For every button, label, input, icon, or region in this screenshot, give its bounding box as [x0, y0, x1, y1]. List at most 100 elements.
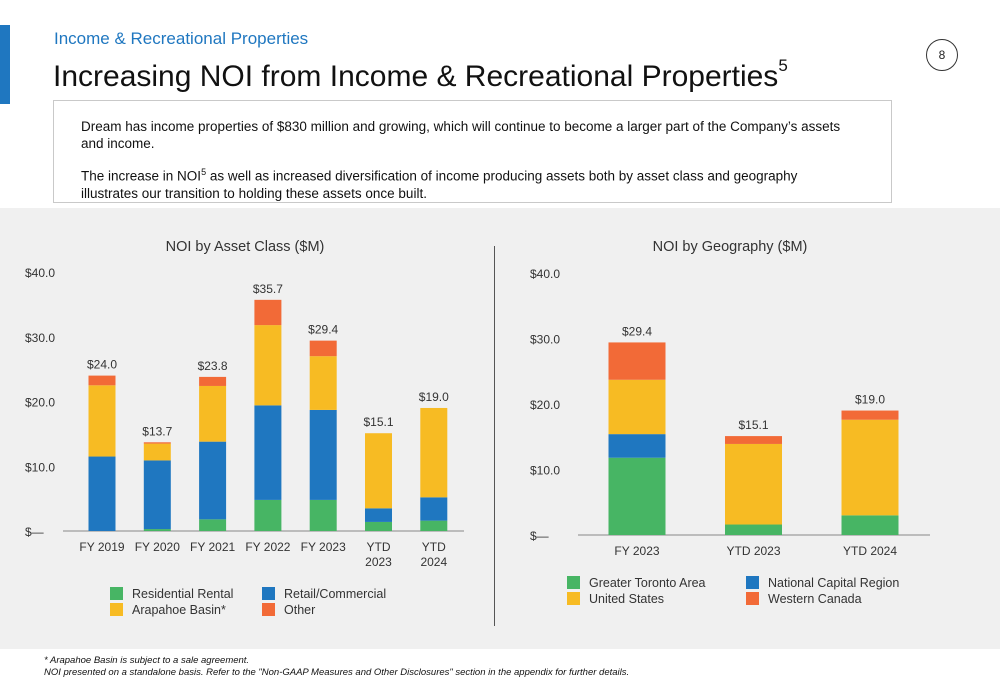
page-title: Increasing NOI from Income & Recreationa… — [53, 56, 788, 94]
asset-class-ytick-label: $40.0 — [25, 266, 55, 280]
asset-class-bar-segment — [199, 519, 227, 531]
asset-class-bar-segment — [88, 375, 116, 386]
asset-class-bar-segment — [199, 385, 227, 442]
asset-class-bar-segment — [309, 340, 337, 357]
asset-class-total-label: $15.1 — [363, 415, 393, 429]
geography-category-label: YTD 2024 — [843, 544, 897, 558]
geography-total-label: $29.4 — [622, 324, 652, 338]
asset-class-bar-segment — [420, 497, 448, 521]
asset-class-category-label: FY 2023 — [301, 540, 346, 554]
noi-by-geography-chart: NOI by Geography ($M) $— $10.0 $20.0 $30.0 $4… — [530, 239, 930, 606]
asset-class-category-label: 2023 — [365, 555, 392, 569]
asset-class-bar-segment — [143, 443, 171, 461]
geography-ytick-label: $10.0 — [530, 464, 560, 478]
summary-paragraph-2: The increase in NOI5 as well as increase… — [81, 164, 851, 202]
geography-ytick-label: $20.0 — [530, 398, 560, 412]
asset-class-category-label: FY 2022 — [245, 540, 290, 554]
chart-divider — [494, 246, 495, 626]
footnote-arapahoe: * Arapahoe Basin is subject to a sale ag… — [44, 655, 250, 666]
asset-class-title: NOI by Asset Class ($M) — [166, 239, 325, 255]
asset-class-bar-segment — [365, 433, 392, 509]
asset-class-legend-label: Residential Rental — [132, 587, 233, 601]
asset-class-bar-segment — [254, 499, 282, 531]
summary-paragraph-2-start: The increase in NOI — [81, 168, 202, 184]
asset-class-bar-segment — [309, 499, 337, 531]
geography-legend-swatch — [567, 592, 580, 605]
summary-box: Dream has income properties of $830 mill… — [53, 100, 892, 203]
asset-class-total-label: $13.7 — [142, 424, 172, 438]
geography-bar-segment — [725, 524, 782, 535]
geography-ytick-label: $— — [530, 529, 549, 543]
asset-class-total-label: $24.0 — [87, 358, 117, 372]
asset-class-bar-segment — [143, 442, 171, 444]
asset-class-total-label: $35.7 — [253, 282, 283, 296]
geography-bar-segment — [608, 379, 666, 435]
asset-class-legend-label: Retail/Commercial — [284, 587, 386, 601]
asset-class-bar-segment — [254, 325, 282, 406]
title-superscript: 5 — [778, 56, 788, 75]
asset-class-bar-segment — [88, 456, 116, 531]
asset-class-category-label: YTD — [422, 540, 446, 554]
asset-class-legend-swatch — [262, 587, 275, 600]
geography-ytick-label: $30.0 — [530, 333, 560, 347]
asset-class-bar-segment — [254, 405, 282, 500]
asset-class-bar-segment — [199, 441, 227, 520]
asset-class-legend-label: Other — [284, 603, 315, 617]
geography-ytick-label: $40.0 — [530, 267, 560, 281]
geography-bar-segment — [608, 457, 666, 535]
summary-paragraph-1: Dream has income properties of $830 mill… — [81, 119, 841, 151]
geography-legend-label: United States — [589, 592, 664, 606]
asset-class-legend-swatch — [110, 603, 123, 616]
asset-class-legend-swatch — [262, 603, 275, 616]
asset-class-bar-segment — [254, 299, 282, 326]
geography-category-label: YTD 2023 — [726, 544, 780, 558]
geography-bar-segment — [841, 515, 899, 535]
geography-legend-label: National Capital Region — [768, 576, 899, 590]
asset-class-bar-segment — [199, 376, 227, 386]
asset-class-bar-segment — [420, 520, 448, 531]
geography-total-label: $19.0 — [855, 393, 885, 407]
charts-panel — [0, 208, 1000, 649]
geography-bar-segment — [608, 342, 666, 380]
asset-class-category-label: FY 2021 — [190, 540, 235, 554]
geography-total-label: $15.1 — [738, 418, 768, 432]
geography-bar-segment — [841, 419, 899, 516]
asset-class-total-label: $19.0 — [419, 390, 449, 404]
asset-class-legend-label: Arapahoe Basin* — [132, 603, 226, 617]
section-label: Income & Recreational Properties — [54, 29, 309, 48]
asset-class-ytick-label: $— — [25, 525, 44, 539]
footnote-noi: NOI presented on a standalone basis. Ref… — [44, 667, 630, 678]
page-title-text: Increasing NOI from Income & Recreationa… — [53, 60, 779, 93]
page-number: 8 — [926, 39, 958, 71]
asset-class-bar-segment — [143, 529, 171, 531]
asset-class-bar-segment — [420, 407, 448, 498]
asset-class-bar-segment — [365, 521, 392, 531]
asset-class-total-label: $29.4 — [308, 323, 338, 337]
geography-legend-label: Greater Toronto Area — [589, 576, 706, 590]
asset-class-bar-segment — [309, 409, 337, 500]
geography-legend-swatch — [746, 576, 759, 589]
asset-class-ytick-label: $10.0 — [25, 460, 55, 474]
asset-class-category-label: FY 2020 — [135, 540, 180, 554]
asset-class-category-label: 2024 — [420, 555, 447, 569]
geography-bar-segment — [608, 434, 666, 458]
geography-bar-segment — [725, 443, 782, 525]
asset-class-bar-segment — [365, 508, 392, 522]
geography-title: NOI by Geography ($M) — [653, 239, 808, 255]
asset-class-ytick-label: $20.0 — [25, 396, 55, 410]
asset-class-category-label: YTD — [367, 540, 391, 554]
asset-class-category-label: FY 2019 — [79, 540, 124, 554]
asset-class-total-label: $23.8 — [198, 359, 228, 373]
summary-superscript: 5 — [201, 167, 207, 177]
geography-legend-label: Western Canada — [768, 592, 862, 606]
page-number-text: 8 — [938, 48, 946, 62]
asset-class-legend-swatch — [110, 587, 123, 600]
geography-bar-segment — [841, 410, 899, 420]
asset-class-ytick-label: $30.0 — [25, 331, 55, 345]
asset-class-bar-segment — [309, 356, 337, 410]
geography-legend-swatch — [567, 576, 580, 589]
geography-bar-segment — [725, 436, 782, 444]
summary-paragraph-2-end: as well as increased diversification of … — [81, 168, 798, 201]
asset-class-bar-segment — [143, 460, 171, 530]
accent-bar — [0, 25, 10, 104]
